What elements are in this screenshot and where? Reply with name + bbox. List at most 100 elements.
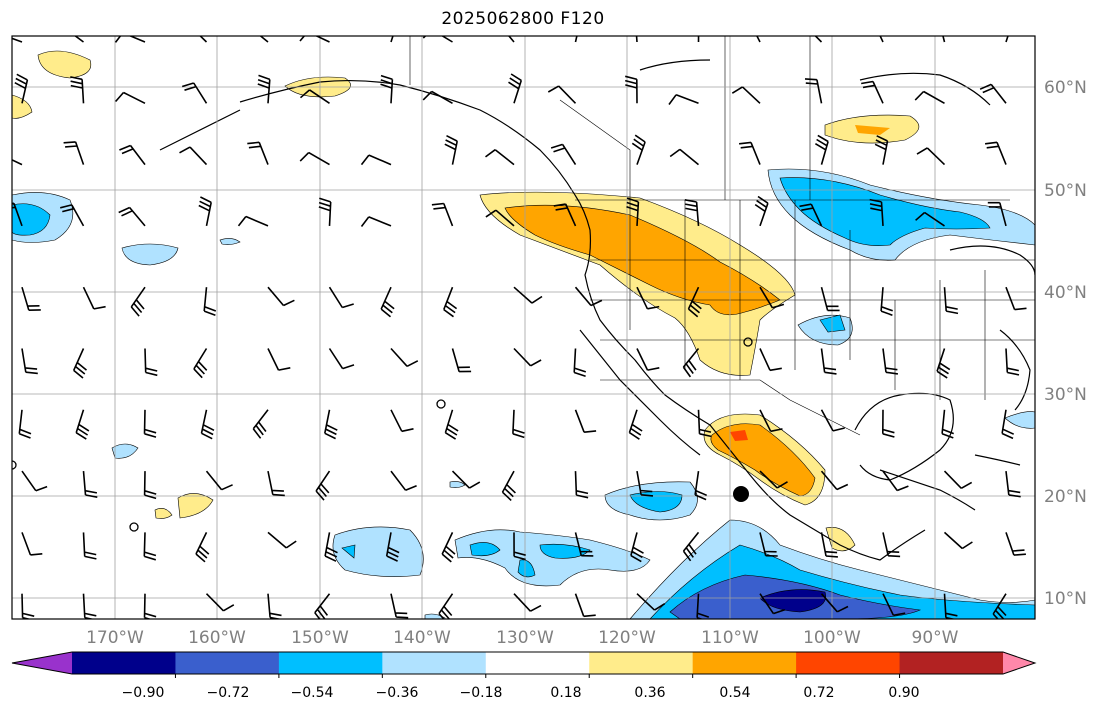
wind-barb bbox=[697, 409, 712, 438]
wind-barb bbox=[501, 470, 516, 501]
wind-barb bbox=[14, 73, 29, 104]
wind-barb bbox=[119, 144, 146, 166]
latitude-labels: 60°N 50°N 40°N 30°N 20°N 10°N bbox=[1044, 78, 1087, 609]
wind-barb bbox=[507, 36, 515, 43]
wind-barb bbox=[438, 593, 454, 619]
wind-barb bbox=[630, 532, 644, 563]
wind-barb bbox=[696, 593, 710, 619]
wind-barb bbox=[513, 532, 526, 561]
coastline bbox=[639, 59, 711, 71]
wind-barbs bbox=[12, 36, 1027, 619]
wind-barb bbox=[299, 151, 330, 166]
wind-barb bbox=[205, 593, 235, 612]
wind-barb bbox=[1001, 409, 1015, 440]
wind-barb bbox=[21, 348, 38, 375]
lat-label: 20°N bbox=[1044, 487, 1087, 507]
wind-barb bbox=[60, 204, 85, 227]
wind-barb bbox=[130, 286, 146, 317]
wind-barb bbox=[628, 409, 643, 440]
negative-anomaly-region bbox=[517, 559, 536, 578]
longitude-labels: 170°W 160°W 150°W 140°W 130°W 120°W 110°… bbox=[86, 628, 959, 648]
wind-barb bbox=[631, 134, 646, 165]
border bbox=[559, 99, 631, 200]
colorbar-tick-label: −0.36 bbox=[376, 685, 419, 701]
wind-barb bbox=[820, 532, 838, 558]
colorbar-tick-label: 0.90 bbox=[888, 685, 919, 701]
negative-anomaly-region bbox=[332, 526, 424, 577]
lon-label: 150°W bbox=[291, 628, 349, 648]
negative-anomaly-region bbox=[219, 238, 241, 245]
colorbar-tick-label: −0.90 bbox=[122, 685, 165, 701]
negative-anomaly-region bbox=[449, 481, 466, 488]
negative-anomaly-region bbox=[12, 203, 51, 236]
calm-wind-marker bbox=[129, 522, 139, 532]
wind-barb bbox=[422, 90, 453, 104]
wind-barb bbox=[324, 532, 338, 562]
coastline bbox=[999, 329, 1031, 411]
wind-barb bbox=[257, 74, 271, 104]
colorbar-segment bbox=[899, 652, 1004, 674]
wind-barb bbox=[143, 471, 157, 500]
colorbar-segment bbox=[175, 652, 280, 674]
colorbar-segment bbox=[278, 652, 383, 674]
positive-anomaly-region bbox=[855, 125, 890, 135]
wind-barb bbox=[181, 82, 208, 104]
colorbar-segment bbox=[796, 652, 901, 674]
wind-barb bbox=[360, 154, 392, 166]
wind-barb bbox=[759, 286, 785, 309]
colorbar-segment bbox=[485, 652, 590, 674]
wind-barb bbox=[513, 286, 543, 304]
wind-barb bbox=[315, 470, 331, 501]
wind-barb bbox=[18, 409, 32, 439]
negative-anomaly-region bbox=[629, 491, 683, 513]
wind-barb bbox=[804, 78, 823, 104]
positive-anomaly-region bbox=[825, 527, 856, 552]
wind-barb bbox=[739, 141, 761, 165]
colorbar-tick-label: −0.54 bbox=[291, 685, 334, 701]
wind-barb bbox=[916, 147, 946, 166]
wind-barb bbox=[318, 197, 332, 226]
negative-anomaly-region bbox=[759, 589, 827, 613]
wind-barb bbox=[444, 134, 458, 165]
wind-barb bbox=[942, 36, 946, 43]
wind-barb bbox=[880, 287, 893, 316]
wind-barb bbox=[328, 286, 354, 309]
wind-barb bbox=[684, 199, 700, 226]
wind-barb bbox=[299, 89, 330, 104]
calm-wind-marker bbox=[12, 460, 17, 470]
wind-barb bbox=[360, 216, 392, 227]
wind-barb bbox=[669, 148, 700, 166]
wind-barb bbox=[820, 593, 849, 613]
wind-barb bbox=[874, 135, 889, 165]
wind-barb bbox=[943, 531, 973, 550]
wind-barb bbox=[21, 286, 41, 311]
wind-barb bbox=[485, 149, 515, 166]
lon-label: 160°W bbox=[188, 628, 246, 648]
wind-barb bbox=[431, 202, 454, 227]
wind-barb bbox=[63, 141, 85, 165]
wind-barb bbox=[508, 73, 523, 104]
wind-barb bbox=[984, 141, 1007, 165]
negative-anomaly-region bbox=[111, 443, 139, 459]
colorbar-tick-label: 0.54 bbox=[719, 685, 750, 701]
wind-barb bbox=[444, 409, 459, 440]
wind-barb bbox=[200, 409, 215, 440]
colorbar-segment bbox=[382, 652, 487, 674]
wind-barb bbox=[573, 348, 587, 377]
wind-barb bbox=[799, 203, 823, 227]
colorbar-segment bbox=[589, 652, 694, 674]
wind-barb bbox=[82, 471, 98, 498]
colorbar-extend-max bbox=[1003, 652, 1035, 674]
wind-barb bbox=[203, 287, 217, 317]
lon-label: 120°W bbox=[598, 628, 656, 648]
wind-barb bbox=[731, 86, 761, 104]
negative-anomaly-region bbox=[341, 544, 356, 559]
wind-barb bbox=[247, 141, 269, 165]
colorbar-tick-label: −0.72 bbox=[207, 685, 250, 701]
positive-anomaly-region bbox=[37, 50, 92, 79]
wind-barb bbox=[882, 348, 899, 375]
wind-barb bbox=[882, 409, 895, 438]
wind-barb bbox=[441, 532, 456, 563]
wind-barb bbox=[1005, 471, 1021, 498]
wind-barb bbox=[814, 36, 823, 43]
